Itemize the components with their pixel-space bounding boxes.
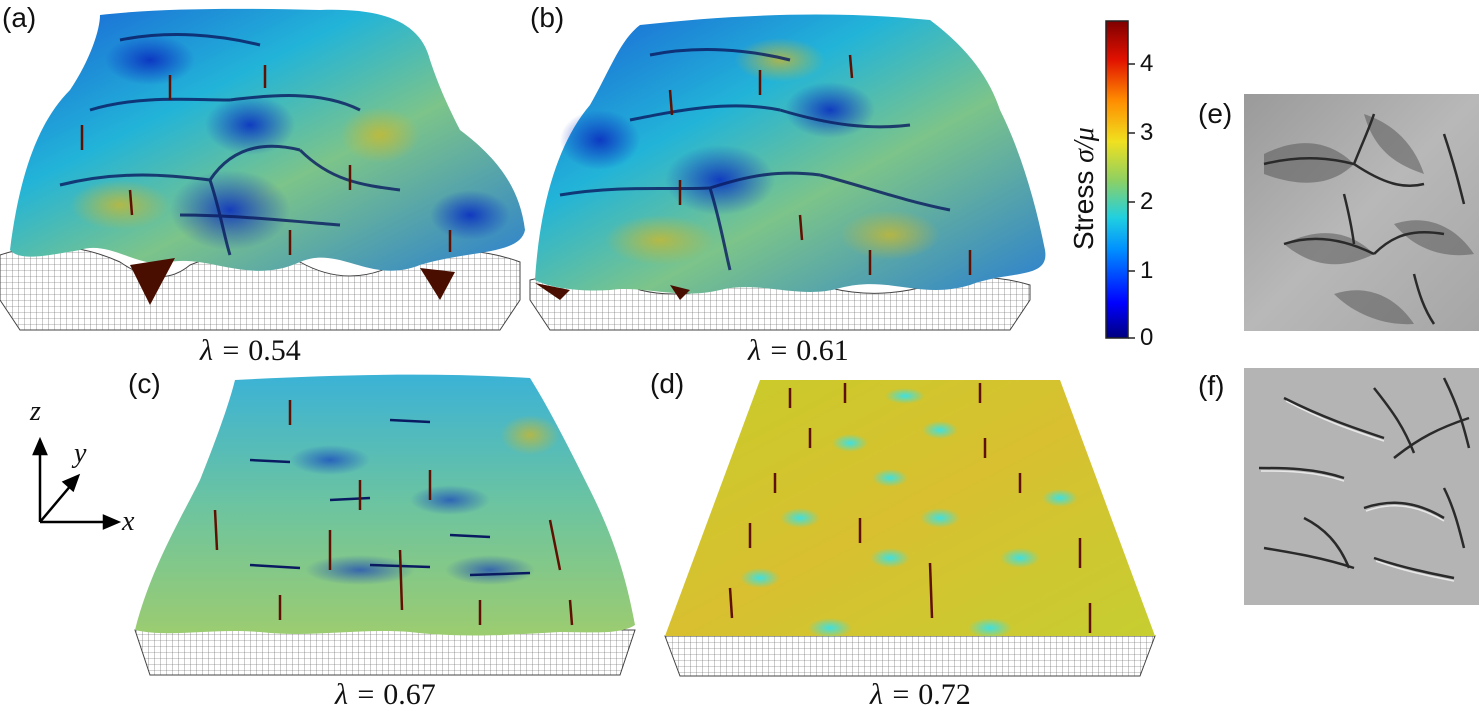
caption-a: λ = 0.54 [200, 336, 301, 366]
axis-label-x: x [122, 506, 135, 537]
panel-label-d: (d) [650, 368, 685, 399]
panel-c-surface [134, 374, 636, 676]
colorbar-tick-4: 4 [1140, 50, 1154, 77]
lambda-prefix-b: λ = [748, 334, 797, 367]
lambda-prefix-c: λ = [335, 678, 384, 711]
lambda-value-b: 0.61 [796, 334, 849, 367]
caption-b: λ = 0.61 [748, 336, 849, 366]
axis-label-z: z [30, 396, 41, 427]
lambda-value-c: 0.67 [383, 678, 436, 711]
coordinate-axes [32, 436, 122, 530]
panel-d-surface [664, 380, 1156, 677]
lambda-prefix-a: λ = [200, 334, 249, 367]
caption-d: λ = 0.72 [870, 680, 971, 710]
colorbar-tick-0: 0 [1140, 324, 1154, 351]
panel-label-e: (e) [1198, 98, 1233, 129]
colorbar-tick-3: 3 [1140, 119, 1154, 146]
panel-label-f: (f) [1198, 370, 1225, 401]
colorbar-tick-2: 2 [1140, 188, 1154, 215]
panel-a-surface [0, 8, 525, 331]
lambda-prefix-d: λ = [870, 678, 919, 711]
caption-c: λ = 0.67 [335, 680, 436, 710]
colorbar-label-symbol: σ/μ [1069, 127, 1100, 163]
colorbar-tick-1: 1 [1140, 257, 1154, 284]
panel-label-b: (b) [530, 2, 565, 33]
panel-label-a: (a) [2, 2, 37, 33]
lambda-value-a: 0.54 [248, 334, 301, 367]
lambda-value-d: 0.72 [918, 678, 971, 711]
panel-b-surface [529, 14, 1046, 331]
panel-e-photo [1244, 94, 1479, 331]
panel-f-photo [1244, 368, 1479, 605]
axis-label-y: y [74, 438, 87, 469]
colorbar-label: Stress σ/μ [1068, 127, 1101, 250]
colorbar [1105, 20, 1135, 339]
panel-label-c: (c) [128, 368, 161, 399]
colorbar-label-text: Stress [1068, 162, 1099, 250]
